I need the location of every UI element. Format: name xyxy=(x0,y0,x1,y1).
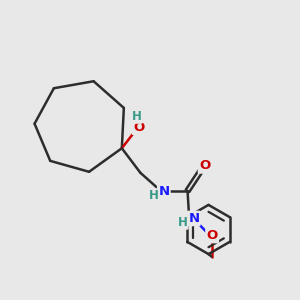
Text: H: H xyxy=(132,110,142,123)
Text: O: O xyxy=(133,121,144,134)
Text: H: H xyxy=(178,215,188,229)
Text: H: H xyxy=(149,189,159,203)
Text: O: O xyxy=(206,229,218,242)
Text: N: N xyxy=(188,212,200,225)
Text: N: N xyxy=(158,185,169,198)
Text: O: O xyxy=(199,159,210,172)
